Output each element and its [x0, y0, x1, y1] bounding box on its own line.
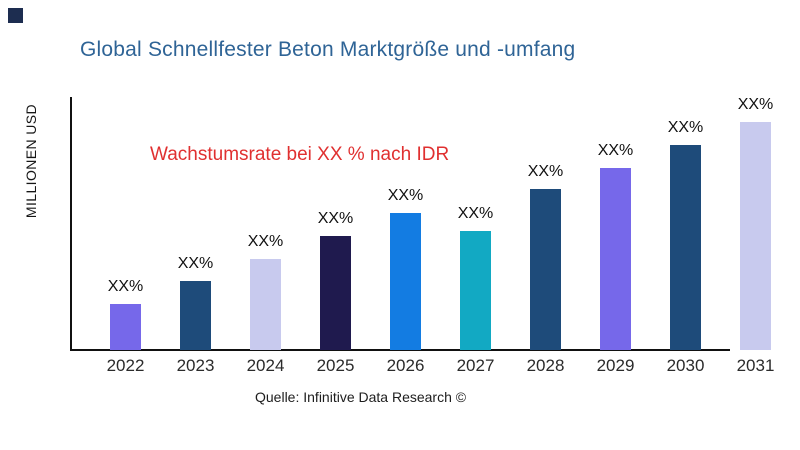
bar-2024	[250, 259, 281, 350]
x-tick-2026: 2026	[386, 356, 425, 375]
x-tick-2030: 2030	[666, 356, 705, 375]
bar-value-label-2031: XX%	[737, 96, 774, 113]
bar-2022	[110, 304, 141, 350]
x-tick-2028: 2028	[526, 356, 565, 375]
bar-2028	[530, 189, 561, 350]
growth-annotation: Wachstumsrate bei XX % nach IDR	[150, 144, 450, 165]
bar-2027	[460, 231, 491, 350]
source-note: Quelle: Infinitive Data Research ©	[255, 389, 467, 405]
bar-2030	[670, 145, 701, 350]
bar-value-label-2029: XX%	[597, 142, 634, 159]
x-axis-line	[70, 349, 730, 351]
bar-value-label-2024: XX%	[247, 233, 284, 250]
bar-value-label-2027: XX%	[457, 205, 494, 222]
bar-value-label-2026: XX%	[387, 187, 424, 204]
x-tick-2022: 2022	[106, 356, 145, 375]
bar-2023	[180, 281, 211, 350]
x-tick-2023: 2023	[176, 356, 215, 375]
bar-value-label-2028: XX%	[527, 163, 564, 180]
x-tick-2029: 2029	[596, 356, 635, 375]
bar-2026	[390, 213, 421, 350]
bar-2029	[600, 168, 631, 350]
bar-value-label-2022: XX%	[107, 278, 144, 295]
x-tick-2025: 2025	[316, 356, 355, 375]
bar-value-label-2030: XX%	[667, 119, 704, 136]
bar-value-label-2023: XX%	[177, 255, 214, 272]
y-axis-line	[70, 97, 72, 350]
x-tick-2031: 2031	[736, 356, 775, 375]
bar-value-label-2025: XX%	[317, 210, 354, 227]
bar-2025	[320, 236, 351, 350]
bar-2031	[740, 122, 771, 350]
x-tick-2027: 2027	[456, 356, 495, 375]
x-tick-2024: 2024	[246, 356, 285, 375]
chart-title: Global Schnellfester Beton Marktgröße un…	[80, 38, 576, 61]
y-axis-title: MILLIONEN USD	[23, 103, 39, 219]
brand-mark	[8, 8, 23, 23]
